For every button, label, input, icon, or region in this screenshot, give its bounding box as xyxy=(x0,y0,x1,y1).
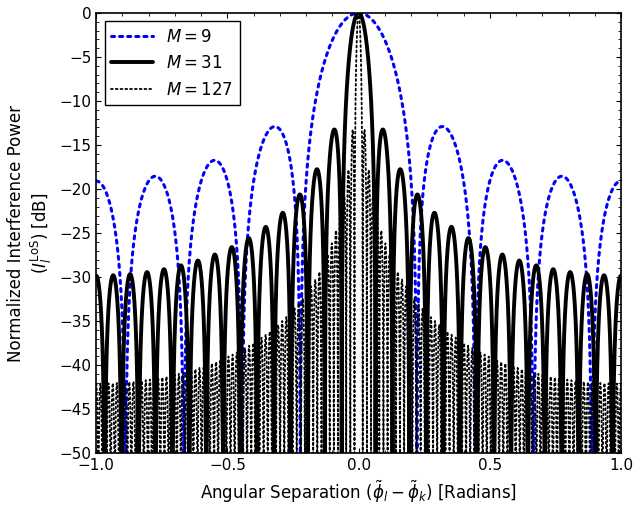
$M = 127$ xyxy=(408,450,416,456)
$M = 127$ xyxy=(377,229,385,236)
$M = 31$ xyxy=(377,132,385,138)
$M = 9$ xyxy=(128,258,136,264)
$M = 127$ xyxy=(617,380,625,387)
$M = 127$ xyxy=(355,10,362,16)
$M = 127$ xyxy=(92,380,100,387)
$M = 31$ xyxy=(355,10,362,16)
Line: $M = 31$: $M = 31$ xyxy=(96,13,621,453)
$M = 9$ xyxy=(121,450,129,456)
$M = 9$ xyxy=(482,198,490,204)
$M = 9$ xyxy=(92,178,100,184)
$M = 31$ xyxy=(92,272,100,279)
Line: $M = 127$: $M = 127$ xyxy=(96,13,621,453)
$M = 31$ xyxy=(100,450,108,456)
$M = 31$ xyxy=(617,272,625,279)
$M = 9$ xyxy=(377,29,385,35)
Legend: $M = 9$, $M = 31$, $M = 127$: $M = 9$, $M = 31$, $M = 127$ xyxy=(104,22,240,105)
$M = 127$ xyxy=(482,380,490,386)
Y-axis label: Normalized Interference Power
$(I_l^{\mathrm{LoS}})$ [dB]: Normalized Interference Power $(I_l^{\ma… xyxy=(7,104,54,361)
$M = 127$ xyxy=(293,367,301,373)
$M = 31$ xyxy=(408,237,416,243)
$M = 127$ xyxy=(128,446,136,452)
Line: $M = 9$: $M = 9$ xyxy=(96,13,621,453)
$M = 9$ xyxy=(219,164,227,170)
$M = 127$ xyxy=(219,450,227,456)
$M = 31$ xyxy=(128,275,136,282)
$M = 31$ xyxy=(482,244,490,250)
$M = 9$ xyxy=(355,10,362,16)
$M = 9$ xyxy=(293,237,301,243)
$M = 9$ xyxy=(617,178,625,184)
$M = 127$ xyxy=(94,450,102,456)
$M = 9$ xyxy=(408,196,416,202)
X-axis label: Angular Separation ($\tilde{\phi}_l - \tilde{\phi}_k$) [Radians]: Angular Separation ($\tilde{\phi}_l - \t… xyxy=(200,479,517,505)
$M = 31$ xyxy=(219,403,227,410)
$M = 31$ xyxy=(293,201,301,207)
